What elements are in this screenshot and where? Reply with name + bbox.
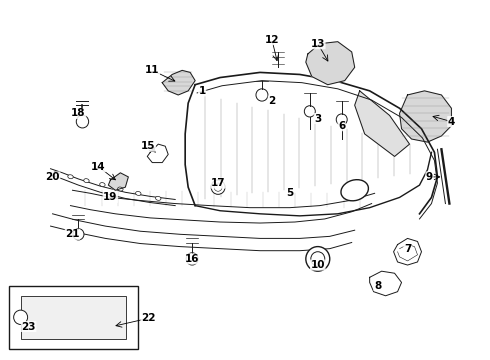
Bar bbox=[21, 296, 126, 339]
Ellipse shape bbox=[155, 196, 161, 201]
Polygon shape bbox=[162, 70, 195, 95]
Circle shape bbox=[76, 115, 89, 128]
Ellipse shape bbox=[341, 180, 368, 201]
Polygon shape bbox=[306, 42, 355, 85]
Text: 18: 18 bbox=[71, 108, 86, 118]
Text: 12: 12 bbox=[265, 35, 279, 45]
Text: 10: 10 bbox=[311, 260, 325, 270]
Circle shape bbox=[214, 183, 222, 191]
Text: 20: 20 bbox=[45, 172, 60, 182]
Text: 1: 1 bbox=[198, 86, 206, 96]
Text: 9: 9 bbox=[426, 172, 433, 182]
Text: 21: 21 bbox=[65, 229, 80, 239]
Polygon shape bbox=[399, 91, 451, 142]
Ellipse shape bbox=[68, 175, 73, 179]
Ellipse shape bbox=[136, 192, 141, 195]
Circle shape bbox=[211, 180, 225, 194]
Text: 6: 6 bbox=[338, 121, 345, 131]
Text: 16: 16 bbox=[185, 254, 199, 264]
Polygon shape bbox=[108, 173, 128, 190]
Text: 22: 22 bbox=[141, 313, 155, 323]
Polygon shape bbox=[355, 91, 410, 157]
Ellipse shape bbox=[118, 187, 123, 191]
Text: 8: 8 bbox=[374, 280, 381, 291]
Text: 19: 19 bbox=[103, 192, 118, 202]
Bar bbox=[9, 285, 138, 349]
Text: 17: 17 bbox=[211, 178, 225, 188]
Text: 11: 11 bbox=[145, 66, 160, 75]
Circle shape bbox=[14, 310, 27, 324]
Text: 2: 2 bbox=[269, 96, 275, 106]
Text: 13: 13 bbox=[311, 39, 325, 49]
Text: 5: 5 bbox=[286, 188, 294, 198]
Circle shape bbox=[306, 247, 330, 271]
Text: 7: 7 bbox=[404, 244, 411, 254]
Circle shape bbox=[186, 253, 198, 265]
Circle shape bbox=[73, 229, 84, 240]
Circle shape bbox=[304, 106, 315, 117]
Text: 14: 14 bbox=[91, 162, 106, 172]
Circle shape bbox=[256, 89, 268, 101]
Text: 4: 4 bbox=[448, 117, 455, 127]
Circle shape bbox=[336, 114, 347, 125]
Text: 23: 23 bbox=[22, 321, 36, 332]
Text: 3: 3 bbox=[314, 113, 321, 123]
Circle shape bbox=[311, 252, 325, 266]
Text: 15: 15 bbox=[141, 141, 155, 151]
Ellipse shape bbox=[54, 171, 59, 175]
Ellipse shape bbox=[99, 183, 105, 186]
Ellipse shape bbox=[84, 179, 89, 183]
